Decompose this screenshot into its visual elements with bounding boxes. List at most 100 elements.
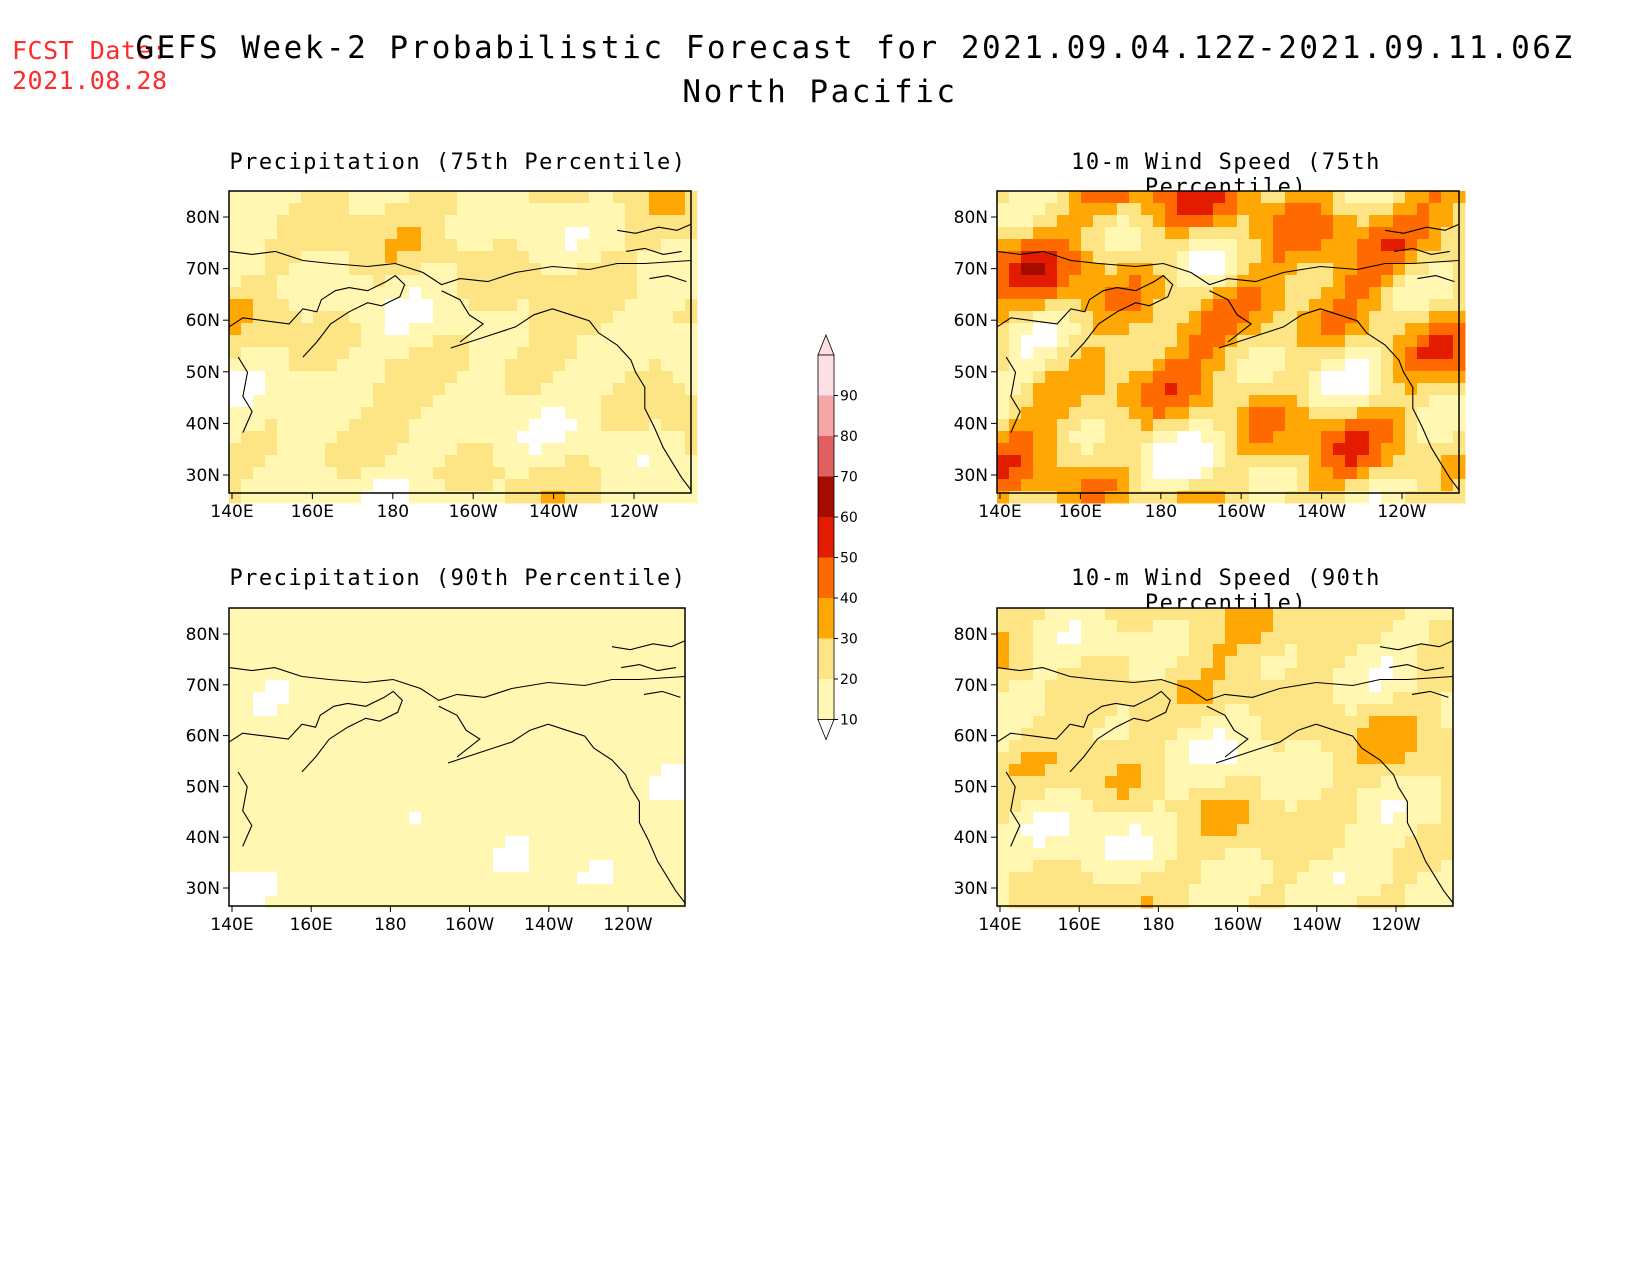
x-tick-label: 140W [1297, 502, 1346, 522]
y-tick-label: 70N [186, 260, 220, 280]
colorbar-segment [818, 679, 834, 720]
panel-title: Precipitation (75th Percentile) [229, 150, 687, 175]
coastline [237, 771, 253, 847]
y-tick-label: 50N [186, 363, 220, 383]
x-tick-label: 140W [524, 915, 573, 935]
coastline [1005, 356, 1021, 433]
coastline [1005, 771, 1021, 847]
map-svg: 80N 70N 60N 50N 40N 30N 140E 160E 180 160W 140W 120… [954, 607, 1454, 935]
x-tick-label: 160W [1213, 915, 1262, 935]
coastline [1379, 640, 1454, 651]
panel-precip-90: Precipitation (90th Percentile) [222, 566, 694, 936]
main-title: GEFS Week-2 Probabilistic Forecast for 2… [135, 30, 1575, 66]
coastline [441, 290, 485, 343]
x-tick-label: 160E [1059, 502, 1102, 522]
x-tick-label: 160E [1058, 915, 1101, 935]
y-tick-label: 70N [186, 676, 220, 696]
x-tick-label: 160W [1217, 502, 1266, 522]
x-tick-label: 180 [1142, 915, 1174, 935]
colorbar-segment [818, 476, 834, 517]
colorbar-label: 50 [840, 551, 858, 567]
y-tick-label: 80N [186, 625, 220, 645]
x-tick-label: 120W [1371, 915, 1420, 935]
x-tick-label: 140W [529, 502, 578, 522]
region-title: North Pacific [682, 74, 958, 110]
colorbar-segment [818, 436, 834, 477]
map-svg: 80N 70N 60N 50N 40N 30N 140E 160E 180 160W 140W 120… [186, 607, 686, 935]
x-tick-label: 180 [374, 915, 406, 935]
colorbar-bottom-arrow [817, 719, 835, 741]
coastline [228, 250, 692, 286]
panel-precip-75: Precipitation (75th Percentile) [222, 150, 694, 520]
y-tick-label: 50N [954, 363, 988, 383]
y-tick-label: 70N [954, 260, 988, 280]
map-plot: 80N 70N 60N 50N 40N 30N 140E 160E 180 160W 140W 120… [177, 183, 729, 535]
coastline [1209, 290, 1253, 343]
coastline [1411, 690, 1449, 698]
coastline [617, 223, 692, 234]
x-tick-label: 120W [1377, 502, 1426, 522]
y-tick-label: 60N [954, 727, 988, 747]
x-tick-label: 160E [290, 915, 333, 935]
colorbar-segment [818, 598, 834, 639]
map-svg: 80N 70N 60N 50N 40N 30N 140E 160E 180 160W 140W 120… [186, 190, 698, 522]
coastline [1385, 223, 1460, 234]
x-tick-label: 140E [978, 502, 1021, 522]
colorbar-label: 40 [840, 591, 858, 607]
panel-title: Precipitation (90th Percentile) [229, 566, 687, 591]
x-tick-label: 180 [1145, 502, 1177, 522]
y-tick-label: 80N [954, 208, 988, 228]
y-tick-label: 60N [186, 311, 220, 331]
coastline [996, 250, 1460, 286]
coastline [996, 667, 1454, 702]
y-tick-label: 40N [186, 828, 220, 848]
map-svg: 80N 70N 60N 50N 40N 30N 140E 160E 180 160W 140W 120… [954, 190, 1466, 522]
y-tick-label: 30N [186, 879, 220, 899]
colorbar-label: 10 [840, 713, 858, 729]
coastline [1218, 308, 1460, 491]
colorbar-top-arrow [817, 333, 835, 356]
coastline [438, 705, 481, 758]
colorbar-label: 60 [840, 510, 858, 526]
coastline [1215, 723, 1454, 904]
map-plot: 80N 70N 60N 50N 40N 30N 140E 160E 180 160W 140W 120… [945, 600, 1491, 948]
coastline [621, 664, 676, 672]
x-tick-label: 140E [210, 502, 253, 522]
colorbar-label: 70 [840, 470, 858, 486]
coastline [1417, 275, 1455, 283]
colorbar-segment [818, 557, 834, 598]
coastline [1389, 664, 1444, 672]
y-tick-label: 50N [186, 777, 220, 797]
coastline [228, 690, 403, 773]
y-tick-label: 70N [954, 676, 988, 696]
colorbar: 10 20 30 40 50 60 70 80 90 [800, 333, 880, 743]
colorbar-segment [818, 355, 834, 396]
panel-wind-75: 10-m Wind Speed (75th Percentile) [990, 150, 1462, 520]
coastline [228, 667, 686, 702]
x-tick-label: 160W [445, 915, 494, 935]
y-tick-label: 60N [954, 311, 988, 331]
colorbar-segment [818, 517, 834, 558]
y-tick-label: 30N [954, 466, 988, 486]
fcst-date: FCST Date: 2021.08.28 [12, 36, 168, 95]
colorbar-label: 20 [840, 672, 858, 688]
map-plot: 80N 70N 60N 50N 40N 30N 140E 160E 180 160W 140W 120… [945, 183, 1497, 535]
colorbar-segment [818, 638, 834, 679]
x-tick-label: 120W [603, 915, 652, 935]
coastline [649, 275, 687, 283]
y-tick-label: 60N [186, 727, 220, 747]
coastline [450, 308, 692, 491]
y-tick-label: 30N [954, 879, 988, 899]
x-tick-label: 180 [377, 502, 409, 522]
y-tick-label: 40N [954, 828, 988, 848]
colorbar-svg: 10 20 30 40 50 60 70 80 90 [817, 333, 858, 741]
colorbar-label: 80 [840, 429, 858, 445]
coastline [1394, 247, 1450, 255]
x-tick-label: 120W [609, 502, 658, 522]
x-tick-label: 140E [210, 915, 253, 935]
map-plot: 80N 70N 60N 50N 40N 30N 140E 160E 180 160W 140W 120… [177, 600, 723, 948]
coastline [996, 690, 1171, 773]
coastline [626, 247, 682, 255]
x-tick-label: 140W [1292, 915, 1341, 935]
colorbar-label: 30 [840, 632, 858, 648]
